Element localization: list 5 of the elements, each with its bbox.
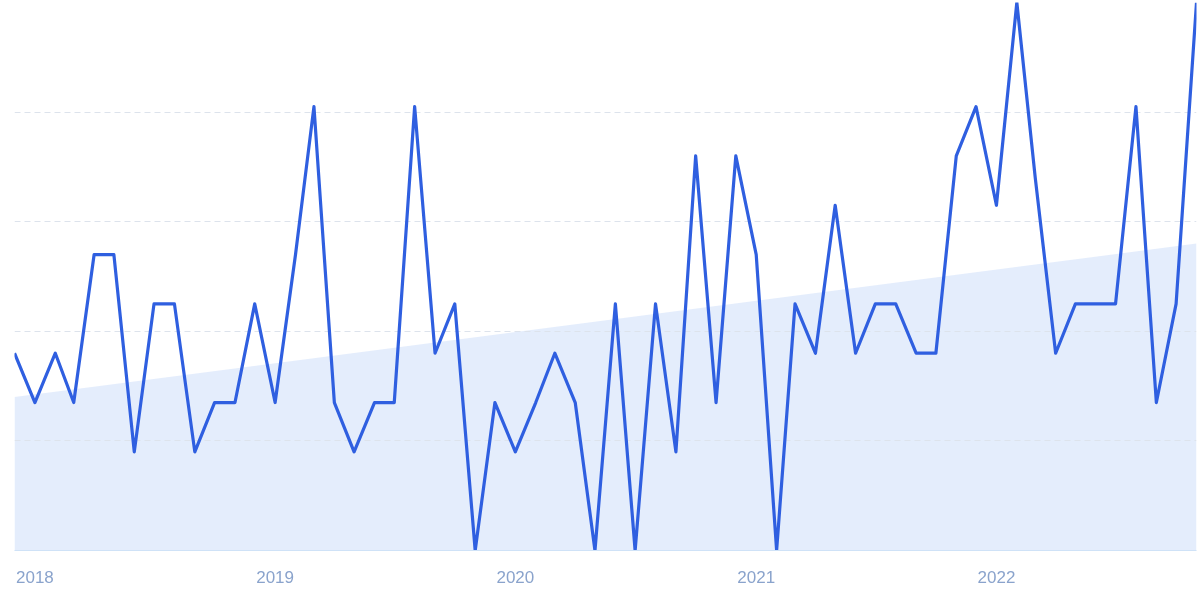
- x-tick-label: 2019: [256, 567, 295, 587]
- x-tick-label: 2021: [737, 567, 776, 587]
- x-tick-label: 2020: [496, 567, 535, 587]
- x-tick-label: 2018: [15, 567, 54, 587]
- x-tick-label: 2022: [977, 567, 1016, 587]
